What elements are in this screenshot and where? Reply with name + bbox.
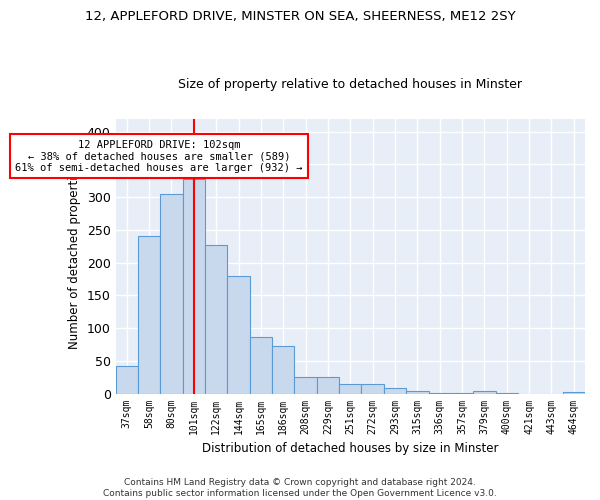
Bar [182,180,205,394]
Text: 12, APPLEFORD DRIVE, MINSTER ON SEA, SHEERNESS, ME12 2SY: 12, APPLEFORD DRIVE, MINSTER ON SEA, SHE… [85,10,515,23]
Bar [138,236,160,394]
Text: Contains HM Land Registry data © Crown copyright and database right 2024.
Contai: Contains HM Land Registry data © Crown c… [103,478,497,498]
Y-axis label: Number of detached properties: Number of detached properties [68,163,81,349]
Bar [473,391,496,394]
Bar [227,276,250,394]
Bar [406,391,428,394]
X-axis label: Distribution of detached houses by size in Minster: Distribution of detached houses by size … [202,442,499,455]
Bar [205,245,227,394]
Bar [160,194,182,394]
Bar [428,393,451,394]
Bar [116,366,138,394]
Bar [451,393,473,394]
Bar [496,393,518,394]
Bar [339,384,361,394]
Bar [272,346,295,394]
Bar [295,376,317,394]
Bar [361,384,384,394]
Bar [317,376,339,394]
Bar [250,336,272,394]
Text: 12 APPLEFORD DRIVE: 102sqm
← 38% of detached houses are smaller (589)
61% of sem: 12 APPLEFORD DRIVE: 102sqm ← 38% of deta… [16,140,303,172]
Bar [563,392,585,394]
Title: Size of property relative to detached houses in Minster: Size of property relative to detached ho… [178,78,522,91]
Bar [384,388,406,394]
